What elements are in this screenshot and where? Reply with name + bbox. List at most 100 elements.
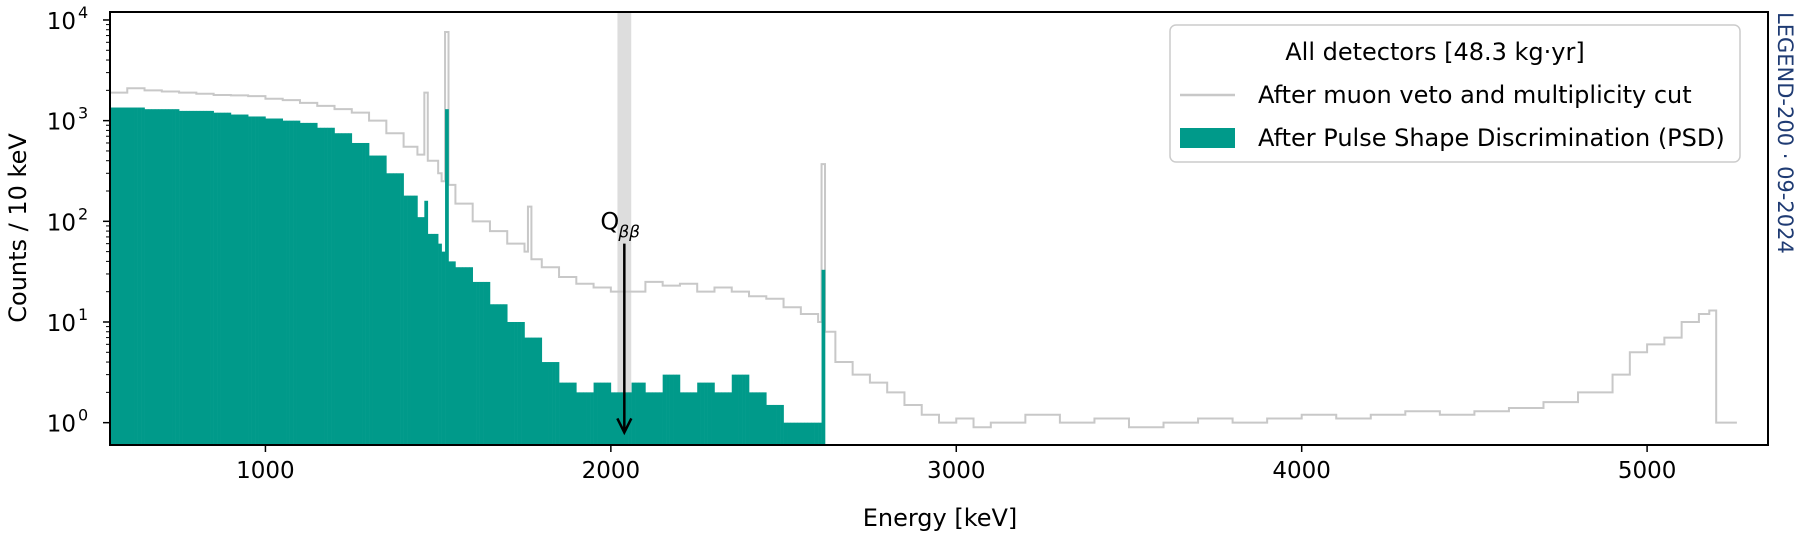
y-axis-title: Counts / 10 keV [4,133,32,323]
histogram-bar [597,382,601,445]
histogram-bar [179,110,183,446]
histogram-bar [610,392,615,445]
histogram-bar [714,392,719,445]
histogram-bar [493,304,498,445]
histogram-bar [717,392,722,445]
histogram-bar [635,382,639,445]
histogram-bar [248,116,252,445]
histogram-bar [306,122,311,445]
y-tick-exponent: 0 [78,406,88,425]
histogram-bar [151,109,156,445]
histogram-bar [223,112,228,446]
histogram-bar [641,382,646,445]
histogram-bar [586,392,591,445]
histogram-bar [617,392,622,445]
qbb-highlight-band [617,12,632,445]
histogram-bar [196,110,201,446]
histogram-bar [679,392,684,445]
histogram-bar [800,422,805,445]
histogram-bar [279,118,284,446]
histogram-bar [141,107,145,445]
histogram-bar [790,422,795,445]
histogram-bar [310,122,315,445]
histogram-bar [673,374,677,445]
histogram-bar [455,267,460,445]
histogram-bar [261,116,266,445]
histogram-bar [382,155,387,445]
histogram-bar [334,133,339,446]
histogram-bar [479,281,484,445]
histogram-bar [403,195,408,445]
histogram-bar [766,404,771,445]
histogram-bar [317,127,322,445]
histogram-bar [521,321,525,445]
y-tick-exponent: 1 [78,305,88,324]
histogram-bar [821,269,826,445]
histogram-bar [168,109,173,445]
histogram-bar [472,281,477,445]
histogram-bar [427,233,432,445]
x-tick-label: 4000 [1272,458,1331,484]
histogram-bar [496,304,501,445]
histogram-bar [780,404,784,445]
histogram-bar [431,233,435,445]
histogram-bar [165,109,170,445]
histogram-bar [341,133,346,446]
histogram-bar [593,382,598,445]
histogram-bar [413,195,418,445]
histogram-bar [230,114,235,445]
legend-title: All detectors [48.3 kg·yr] [1285,38,1584,66]
histogram-bar [572,382,577,445]
histogram-bar [251,116,256,445]
histogram-bar [814,422,819,445]
y-tick-exponent: 4 [78,3,88,22]
histogram-bar [144,109,149,445]
histogram-bar [700,382,705,445]
histogram-bar [220,112,225,446]
histogram-bar [603,382,608,445]
histogram-bar [268,118,273,446]
histogram-bar [711,382,715,445]
histogram-bar [289,120,294,445]
histogram-bar [244,114,249,445]
series-layer [110,30,1737,446]
histogram-bar [811,422,815,445]
histogram-bar [337,133,342,446]
histogram-bar [721,392,726,445]
histogram-bar [742,374,746,445]
histogram-bar [686,392,691,445]
watermark: LEGEND-200 · 09-2024 [1773,12,1797,254]
histogram-bar [531,337,536,445]
histogram-bar [420,217,425,445]
histogram-bar [379,155,384,445]
histogram-bar [749,392,753,445]
histogram-bar [773,404,777,445]
histogram-bar [762,392,767,445]
histogram-bar [590,392,594,445]
histogram-bar [555,362,560,445]
histogram-bar [500,304,505,445]
legend: All detectors [48.3 kg·yr] After muon ve… [1169,24,1741,163]
histogram-bar [365,142,370,446]
histogram-bar [648,392,653,445]
histogram-bar [445,109,449,445]
histogram-bar [697,382,701,445]
histogram-bar [669,374,674,445]
histogram-bar [120,107,125,445]
histogram-bar [237,114,242,445]
histogram-bar [348,133,353,446]
histogram-bar [258,116,263,445]
histogram-bar [607,382,612,445]
histogram-bar [134,107,138,445]
histogram-bar [375,155,380,445]
plot-frame [109,11,1769,446]
histogram-bar [372,155,377,445]
histogram-bar [161,109,166,445]
histogram-bar [393,173,397,445]
histogram-bar [137,107,142,445]
histogram-bar [638,382,643,445]
histogram-bar [344,133,349,446]
